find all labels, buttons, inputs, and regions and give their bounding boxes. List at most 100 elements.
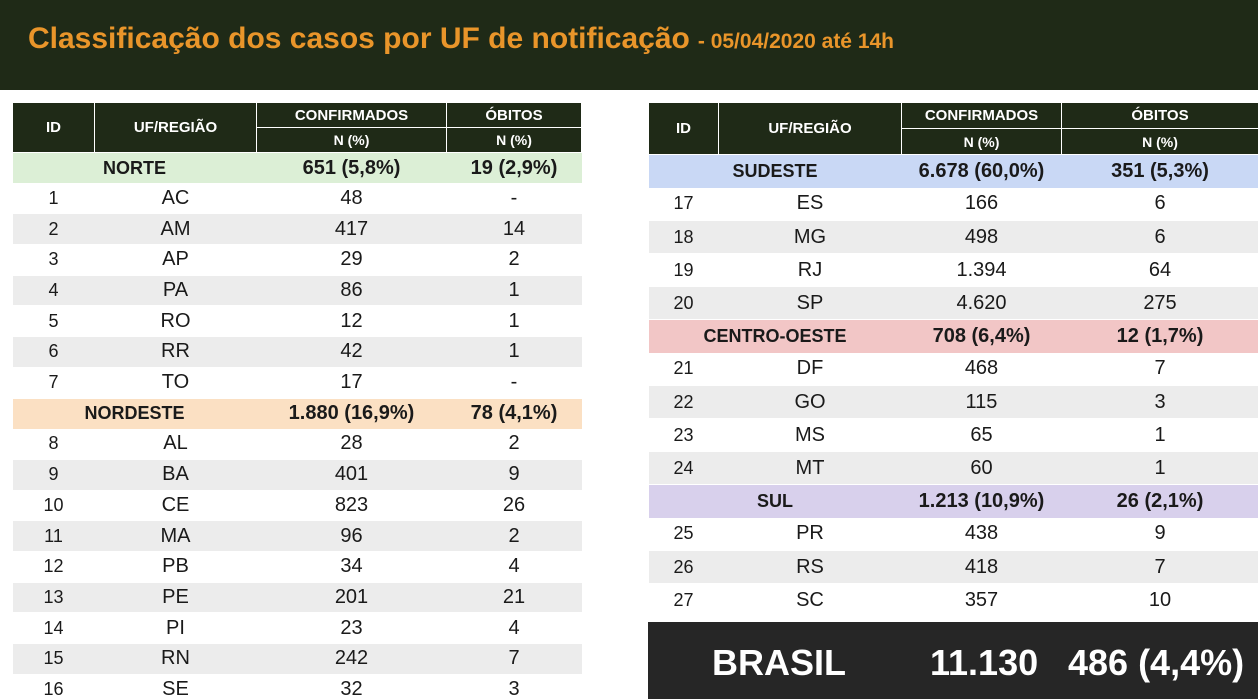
- table-row: 15 RN 242 7: [12, 643, 582, 675]
- table-row: 22 GO 115 3: [648, 385, 1258, 419]
- title-banner: Classificação dos casos por UF de notifi…: [0, 0, 1258, 90]
- row-confirmed: 86: [256, 275, 447, 307]
- row-id: 22: [648, 385, 719, 419]
- col-deaths-unit: N (%): [446, 127, 582, 153]
- region-name: NORTE: [12, 152, 257, 184]
- row-deaths: 6: [1061, 187, 1258, 221]
- row-id: 3: [12, 244, 95, 276]
- row-confirmed: 60: [901, 451, 1062, 485]
- row-confirmed: 12: [256, 305, 447, 338]
- region-row: SUL 1.213 (10,9%) 26 (2,1%): [648, 484, 1258, 518]
- row-deaths: 21: [446, 582, 582, 614]
- row-deaths: 3: [446, 674, 582, 699]
- right-table-header: ID UF/REGIÃO CONFIRMADOS ÓBITOS N (%) N …: [648, 102, 1258, 155]
- row-confirmed: 28: [256, 428, 447, 460]
- left-table-body: NORTE 651 (5,8%) 19 (2,9%) 1 AC 48-2 AM 417 14 3 A…: [12, 152, 582, 699]
- row-id: 16: [12, 674, 95, 699]
- col-confirmed-header: CONFIRMADOS: [901, 102, 1062, 129]
- row-deaths: 2: [446, 520, 582, 552]
- table-row: 12 PB 34 4: [12, 551, 582, 583]
- row-confirmed: 823: [256, 490, 447, 522]
- row-deaths: 7: [446, 643, 582, 675]
- row-id: 17: [648, 187, 719, 221]
- region-confirmed: 1.213 (10,9%): [901, 484, 1062, 518]
- row-id: 12: [12, 551, 95, 583]
- col-confirmed-unit: N (%): [256, 127, 447, 153]
- row-id: 26: [648, 550, 719, 584]
- row-confirmed: 96: [256, 520, 447, 552]
- region-name: SUDESTE: [648, 154, 902, 188]
- row-deaths: -: [446, 183, 582, 215]
- row-id: 5: [12, 305, 95, 338]
- row-confirmed: 32: [256, 674, 447, 699]
- row-uf: PR: [718, 517, 902, 551]
- table-row: 20 SP 4.620 275: [648, 286, 1258, 320]
- row-uf: AP: [94, 244, 257, 276]
- row-uf: BA: [94, 459, 257, 491]
- row-deaths: 1: [1061, 451, 1258, 485]
- table-row: 11 MA 96 2: [12, 520, 582, 552]
- col-uf-header: UF/REGIÃO: [94, 102, 257, 153]
- col-id-header: ID: [12, 102, 95, 153]
- row-deaths: 1: [446, 305, 582, 338]
- region-row: NORTE 651 (5,8%) 19 (2,9%): [12, 152, 582, 184]
- row-uf: RO: [94, 305, 257, 338]
- row-confirmed: 401: [256, 459, 447, 491]
- row-deaths: 275: [1061, 286, 1258, 320]
- table-row: 13 PE 201 21: [12, 582, 582, 614]
- row-id: 15: [12, 643, 95, 675]
- row-confirmed: 438: [901, 517, 1062, 551]
- row-id: 24: [648, 451, 719, 485]
- row-confirmed: 417: [256, 213, 447, 246]
- row-id: 18: [648, 220, 719, 254]
- row-deaths: 3: [1061, 385, 1258, 419]
- row-id: 8: [12, 428, 95, 460]
- col-deaths-unit: N (%): [1061, 128, 1258, 155]
- row-id: 13: [12, 582, 95, 614]
- row-deaths: 1: [446, 336, 582, 368]
- row-uf: PB: [94, 551, 257, 583]
- row-id: 27: [648, 583, 719, 617]
- row-uf: AM: [94, 213, 257, 246]
- region-confirmed: 708 (6,4%): [901, 319, 1062, 353]
- row-deaths: 1: [446, 275, 582, 307]
- table-row: 8 AL 28 2: [12, 428, 582, 460]
- row-uf: PI: [94, 612, 257, 644]
- row-id: 2: [12, 213, 95, 246]
- row-uf: MT: [718, 451, 902, 485]
- row-id: 20: [648, 286, 719, 320]
- table-row: 26 RS 418 7: [648, 550, 1258, 584]
- table-row: 4 PA 86 1: [12, 275, 582, 307]
- row-uf: CE: [94, 490, 257, 522]
- region-deaths: 12 (1,7%): [1061, 319, 1258, 353]
- table-row: 2 AM 417 14: [12, 213, 582, 246]
- region-confirmed: 6.678 (60,0%): [901, 154, 1062, 188]
- row-confirmed: 357: [901, 583, 1062, 617]
- table-row: 17 ES 166 6: [648, 187, 1258, 221]
- region-name: CENTRO-OESTE: [648, 319, 902, 353]
- row-confirmed: 42: [256, 336, 447, 368]
- row-id: 9: [12, 459, 95, 491]
- col-deaths-header: ÓBITOS: [1061, 102, 1258, 129]
- row-deaths: 26: [446, 490, 582, 522]
- row-deaths: 4: [446, 551, 582, 583]
- region-row: NORDESTE 1.880 (16,9%) 78 (4,1%): [12, 398, 582, 429]
- row-confirmed: 201: [256, 582, 447, 614]
- row-deaths: 7: [1061, 550, 1258, 584]
- row-confirmed: 468: [901, 352, 1062, 386]
- table-row: 18 MG 498 6: [648, 220, 1258, 254]
- region-deaths: 351 (5,3%): [1061, 154, 1258, 188]
- total-label: BRASIL: [712, 642, 846, 683]
- row-deaths: 9: [1061, 517, 1258, 551]
- table-row: 16 SE 32 3: [12, 674, 582, 699]
- row-confirmed: 34: [256, 551, 447, 583]
- row-uf: SC: [718, 583, 902, 617]
- page-title-text: Classificação dos casos por UF de notifi…: [28, 22, 690, 55]
- table-row: 21 DF 468 7: [648, 352, 1258, 386]
- table-row: 27 SC 357 10: [648, 583, 1258, 617]
- row-id: 14: [12, 612, 95, 644]
- table-row: 6 RR 42 1: [12, 336, 582, 368]
- page-title: Classificação dos casos por UF de notifi…: [28, 22, 894, 56]
- region-row: SUDESTE 6.678 (60,0%) 351 (5,3%): [648, 154, 1258, 188]
- region-deaths: 26 (2,1%): [1061, 484, 1258, 518]
